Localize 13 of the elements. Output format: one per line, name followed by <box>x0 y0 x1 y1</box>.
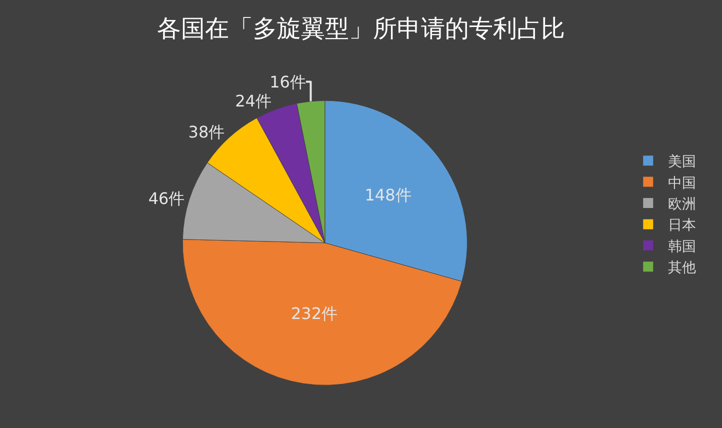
data-label: 16件 <box>270 72 306 92</box>
data-label: 148件 <box>364 186 412 205</box>
data-label: 232件 <box>290 304 338 324</box>
chart-title: 各国在「多旋翼型」所申请的专利占比 <box>157 14 565 42</box>
legend-label: 日本 <box>668 218 696 234</box>
legend-label: 欧洲 <box>668 196 696 212</box>
data-label: 46件 <box>148 188 185 208</box>
legend-label: 其他 <box>668 260 696 276</box>
data-label: 38件 <box>188 122 225 142</box>
legend-label: 美国 <box>668 154 696 170</box>
data-label: 24件 <box>235 91 272 110</box>
legend-label: 韩国 <box>668 238 696 255</box>
legend-label: 中国 <box>668 175 696 192</box>
